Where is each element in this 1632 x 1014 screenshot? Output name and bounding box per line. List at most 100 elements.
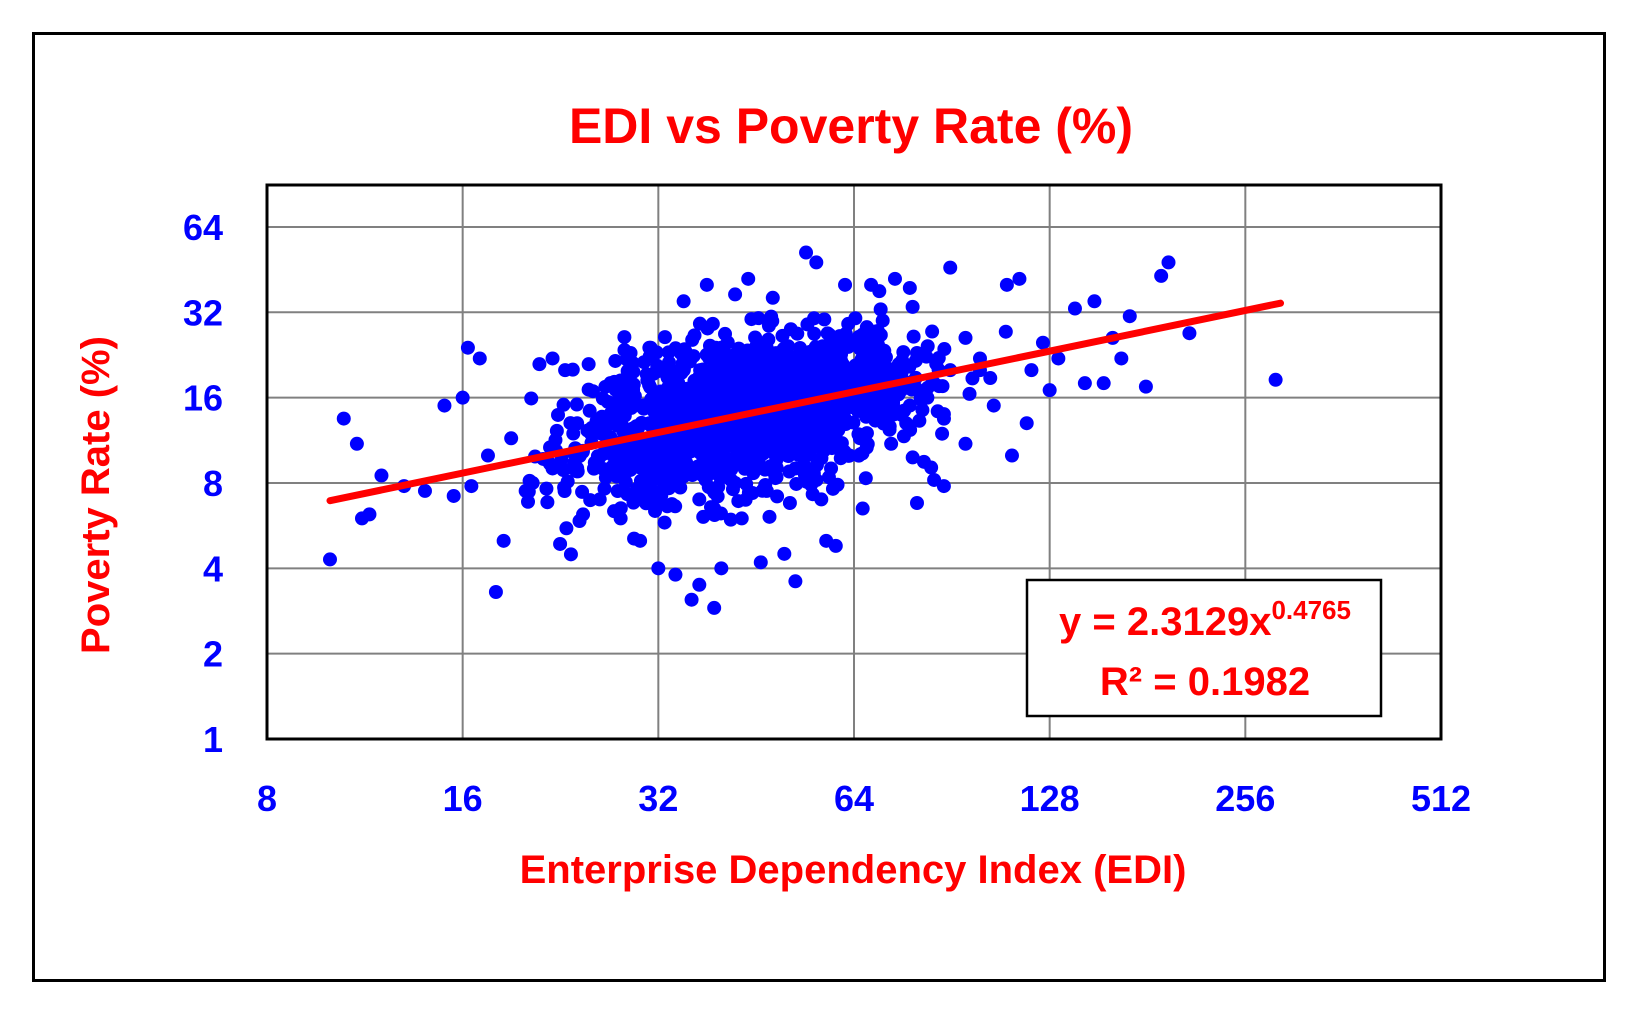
data-point [804,383,819,398]
data-point [553,536,568,551]
data-point [851,369,866,384]
equation-exponent: 0.4765 [1271,595,1351,625]
data-point [662,355,677,370]
data-point [753,555,768,570]
data-point [962,386,977,401]
data-point [572,513,587,528]
data-point [808,340,823,355]
data-point [545,461,560,476]
data-point [699,436,714,451]
data-point [700,365,715,380]
data-point [741,426,756,441]
data-point [1096,376,1111,391]
data-point [650,358,665,373]
data-point [636,401,651,416]
data-point [747,376,762,391]
data-point [779,343,794,358]
data-point [714,340,729,355]
data-point [999,277,1014,292]
data-point [718,326,733,341]
data-point [684,461,699,476]
data-point [676,398,691,413]
data-point [1067,301,1082,316]
data-point [545,351,560,366]
data-point [825,481,840,496]
data-point [1077,376,1092,391]
data-point [817,312,832,327]
y-tick-label: 16 [183,378,223,419]
data-point [464,479,479,494]
data-point [838,277,853,292]
data-point [800,317,815,332]
data-point [906,329,921,344]
data-point [819,351,834,366]
x-tick-label: 32 [638,778,678,819]
data-point [651,398,666,413]
data-point [668,475,683,490]
data-point [714,561,729,576]
data-point [875,313,890,328]
y-tick-label: 4 [203,548,223,589]
x-tick-label: 128 [1020,778,1080,819]
data-point [741,271,756,286]
data-point [777,546,792,561]
data-point [936,479,951,494]
equation-box: y = 2.3129x0.4765 R² = 0.1982 [1025,578,1383,718]
data-point [842,448,857,463]
data-point [789,476,804,491]
scatter-points [322,245,1283,615]
data-point [899,416,914,431]
trendline-equation: y = 2.3129x0.4765 [1059,595,1351,644]
data-point [732,385,747,400]
data-point [817,370,832,385]
data-point [699,277,714,292]
data-point [603,466,618,481]
data-point [799,448,814,463]
data-point [765,426,780,441]
data-point [636,355,651,370]
data-point [525,475,540,490]
data-point [557,484,572,499]
data-point [828,416,843,431]
data-point [807,407,822,422]
data-point [642,377,657,392]
data-point [884,436,899,451]
data-point [630,481,645,496]
data-point [603,376,618,391]
data-point [872,284,887,299]
data-point [754,433,769,448]
data-point [855,351,870,366]
data-point [585,384,600,399]
data-point [1019,416,1034,431]
data-point [639,367,654,382]
data-point [592,492,607,507]
y-tick-label: 64 [183,207,223,248]
data-point [532,357,547,372]
data-point [733,372,748,387]
data-point [675,384,690,399]
data-point [354,511,369,526]
data-point [764,383,779,398]
x-tick-label: 16 [443,778,483,819]
data-point [998,324,1013,339]
data-point [692,316,707,331]
data-point [651,561,666,576]
data-point [876,414,891,429]
data-point [692,492,707,507]
data-point [905,299,920,314]
data-point [603,407,618,422]
data-point [623,345,638,360]
data-point [504,431,519,446]
data-point [613,448,628,463]
data-point [799,245,814,260]
data-point [707,501,722,516]
data-point [437,398,452,413]
data-point [1138,379,1153,394]
data-point [855,501,870,516]
data-point [704,389,719,404]
data-point [740,442,755,457]
data-point [488,585,503,600]
chart-title: EDI vs Poverty Rate (%) [569,98,1133,154]
data-point [814,492,829,507]
data-point [869,394,884,409]
